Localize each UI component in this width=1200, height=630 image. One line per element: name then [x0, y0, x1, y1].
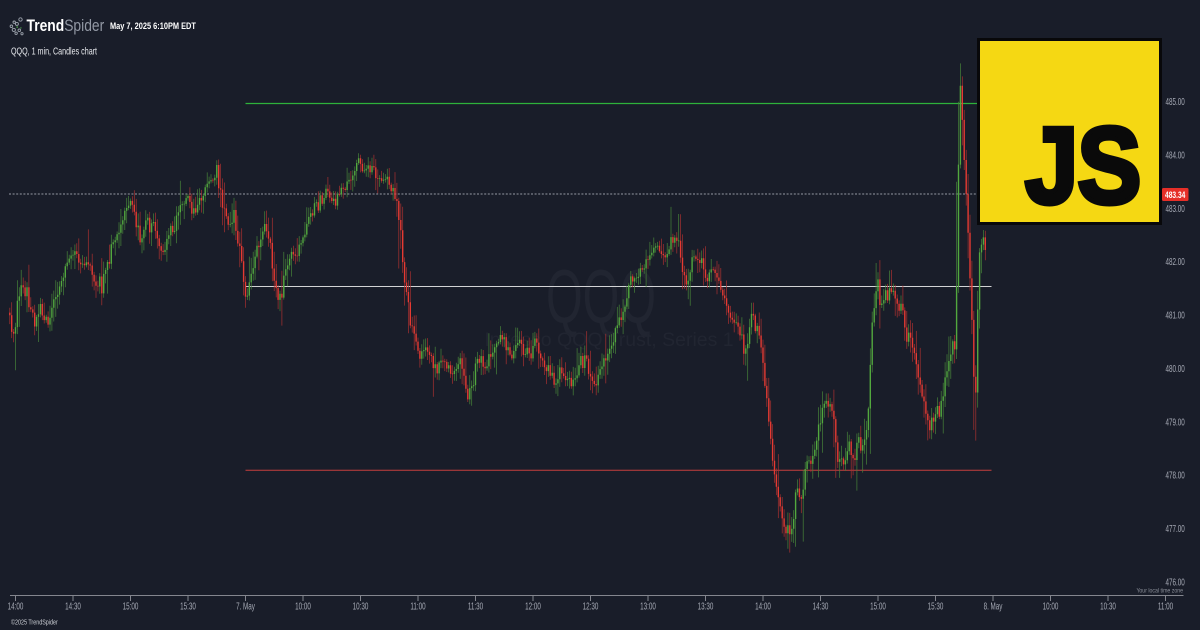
- svg-text:481.00: 481.00: [1166, 309, 1186, 321]
- svg-text:484.00: 484.00: [1166, 149, 1186, 161]
- svg-text:10:30: 10:30: [1100, 600, 1116, 612]
- svg-text:Your local time zone: Your local time zone: [1136, 588, 1183, 595]
- svg-text:TrendSpider: TrendSpider: [27, 17, 105, 35]
- svg-text:14:30: 14:30: [65, 600, 81, 612]
- svg-text:14:00: 14:00: [8, 600, 24, 612]
- svg-text:14:00: 14:00: [755, 600, 771, 612]
- svg-text:483.34: 483.34: [1165, 190, 1186, 200]
- svg-text:11:00: 11:00: [410, 600, 426, 612]
- svg-text:15:30: 15:30: [180, 600, 196, 612]
- svg-text:11:30: 11:30: [468, 600, 484, 612]
- svg-text:JS: JS: [1025, 104, 1141, 226]
- svg-text:12:00: 12:00: [525, 600, 541, 612]
- svg-text:15:30: 15:30: [928, 600, 944, 612]
- svg-text:QQQ: QQQ: [546, 255, 656, 339]
- svg-text:May 7, 2025 6:10PM EDT: May 7, 2025 6:10PM EDT: [110, 20, 197, 31]
- svg-text:478.00: 478.00: [1166, 469, 1186, 481]
- svg-text:14:30: 14:30: [813, 600, 829, 612]
- svg-text:482.00: 482.00: [1166, 256, 1186, 268]
- svg-text:485.00: 485.00: [1166, 96, 1186, 108]
- svg-text:476.00: 476.00: [1166, 576, 1186, 588]
- svg-text:10:00: 10:00: [295, 600, 311, 612]
- svg-text:10:00: 10:00: [1043, 600, 1059, 612]
- svg-text:477.00: 477.00: [1166, 522, 1186, 534]
- svg-text:QQQ, 1 min, Candles chart: QQQ, 1 min, Candles chart: [11, 45, 97, 57]
- svg-text:11:00: 11:00: [1158, 600, 1174, 612]
- svg-text:480.00: 480.00: [1166, 362, 1186, 374]
- svg-text:15:00: 15:00: [123, 600, 139, 612]
- svg-text:12:30: 12:30: [583, 600, 599, 612]
- svg-text:©2025 TrendSpider: ©2025 TrendSpider: [11, 618, 58, 627]
- svg-text:483.00: 483.00: [1166, 202, 1186, 214]
- svg-text:13:00: 13:00: [640, 600, 656, 612]
- svg-text:8. May: 8. May: [984, 600, 1003, 612]
- svg-text:Invesco QQQ Trust, Series 1: Invesco QQQ Trust, Series 1: [484, 329, 733, 351]
- svg-text:10:30: 10:30: [353, 600, 369, 612]
- svg-text:7. May: 7. May: [236, 600, 255, 612]
- svg-text:479.00: 479.00: [1166, 416, 1186, 428]
- svg-text:15:00: 15:00: [870, 600, 886, 612]
- svg-text:13:30: 13:30: [698, 600, 714, 612]
